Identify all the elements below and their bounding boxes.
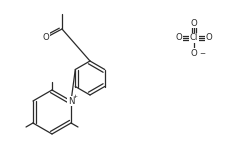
Text: O: O [176,33,182,42]
Text: O: O [206,33,212,42]
Text: −: − [199,51,205,57]
Text: O: O [191,49,197,58]
Text: Cl: Cl [190,33,198,42]
Text: N: N [68,97,74,106]
Text: O: O [43,33,49,42]
Text: +: + [73,95,77,100]
Text: O: O [191,18,197,27]
